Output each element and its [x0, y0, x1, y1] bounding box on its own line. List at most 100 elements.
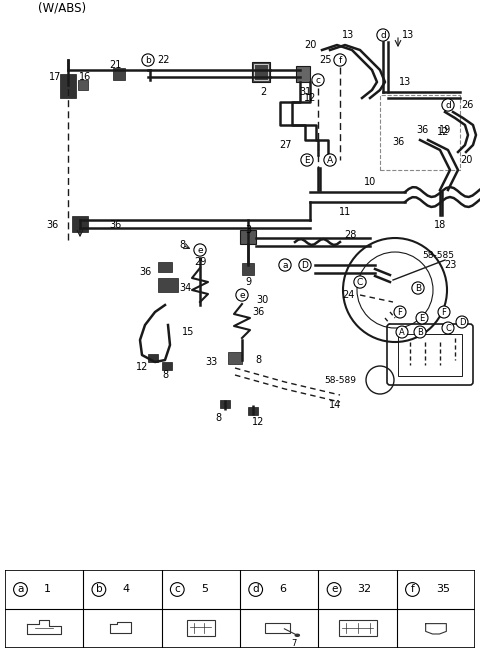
Text: 36: 36	[252, 307, 264, 317]
Bar	[187, 620, 215, 636]
Bar	[78, 80, 88, 90]
Bar	[265, 623, 289, 633]
Text: 36: 36	[392, 137, 404, 147]
Bar	[220, 400, 230, 408]
Text: 19: 19	[439, 125, 451, 135]
Text: b: b	[96, 584, 102, 595]
Text: c: c	[315, 75, 321, 84]
Text: C: C	[445, 324, 451, 333]
Text: 11: 11	[339, 207, 351, 217]
Text: B: B	[417, 328, 423, 337]
Text: c: c	[174, 584, 180, 595]
Text: 13: 13	[342, 30, 354, 40]
Bar	[380, 95, 460, 170]
Bar	[148, 354, 158, 362]
Text: 14: 14	[329, 400, 341, 410]
Text: d: d	[380, 31, 386, 39]
Text: f: f	[338, 56, 342, 64]
Bar	[248, 407, 258, 415]
Text: 3: 3	[245, 225, 251, 235]
Text: 8: 8	[162, 370, 168, 380]
Text: 5: 5	[201, 584, 208, 595]
Text: D: D	[459, 318, 465, 326]
Text: 32: 32	[358, 584, 372, 595]
Text: 15: 15	[182, 327, 194, 337]
Text: 16: 16	[79, 72, 91, 82]
Text: 24: 24	[342, 290, 354, 300]
Text: f: f	[410, 584, 414, 595]
Text: (W/ABS): (W/ABS)	[38, 1, 86, 14]
Text: 13: 13	[402, 30, 414, 40]
Bar	[158, 262, 172, 272]
Text: 58-589: 58-589	[324, 375, 356, 384]
Text: 31: 31	[299, 87, 311, 97]
Bar	[240, 230, 256, 244]
Text: F: F	[442, 307, 446, 316]
Text: 35: 35	[436, 584, 450, 595]
Text: 23: 23	[444, 260, 456, 270]
Text: 1: 1	[44, 584, 51, 595]
Text: 8: 8	[215, 413, 221, 423]
Text: 4: 4	[122, 584, 130, 595]
Text: 30: 30	[256, 295, 268, 305]
Circle shape	[295, 634, 300, 636]
Text: 12: 12	[437, 127, 449, 137]
Text: 12: 12	[252, 417, 264, 427]
Text: 36: 36	[109, 220, 121, 230]
Text: 20: 20	[460, 155, 472, 165]
Text: 29: 29	[194, 257, 206, 267]
Text: 13: 13	[399, 77, 411, 87]
Text: 7: 7	[291, 639, 297, 648]
Text: E: E	[304, 155, 310, 164]
Text: A: A	[327, 155, 333, 164]
Bar	[254, 64, 268, 80]
Text: 21: 21	[109, 60, 121, 70]
Bar	[252, 62, 270, 82]
Bar	[242, 263, 254, 275]
Text: 34: 34	[179, 283, 191, 293]
Text: e: e	[331, 584, 337, 595]
Text: 33: 33	[206, 357, 218, 367]
Text: 20: 20	[304, 40, 316, 50]
Text: d: d	[445, 100, 451, 109]
Text: 6: 6	[279, 584, 286, 595]
Text: 8: 8	[179, 240, 185, 250]
Text: b: b	[145, 56, 151, 64]
Text: 36: 36	[416, 125, 428, 135]
Text: 28: 28	[344, 230, 356, 240]
Text: 58-585: 58-585	[422, 250, 454, 259]
Text: e: e	[239, 291, 245, 299]
Text: 9: 9	[245, 277, 251, 287]
Text: a: a	[282, 261, 288, 269]
Text: e: e	[197, 246, 203, 255]
Text: 17: 17	[49, 72, 61, 82]
Text: 22: 22	[157, 55, 169, 65]
Bar	[296, 66, 310, 82]
Text: 36: 36	[139, 267, 151, 277]
Text: B: B	[415, 284, 421, 293]
Bar	[162, 362, 172, 370]
Text: 25: 25	[319, 55, 331, 65]
Text: d: d	[252, 584, 259, 595]
Text: 8: 8	[255, 355, 261, 365]
Bar	[398, 334, 462, 376]
Text: 12: 12	[136, 362, 148, 372]
Bar	[72, 216, 88, 232]
Text: 36: 36	[46, 220, 58, 230]
Text: E: E	[420, 314, 425, 322]
Bar	[113, 68, 125, 80]
Bar	[228, 352, 242, 364]
Text: 12: 12	[304, 93, 316, 103]
Text: a: a	[17, 584, 24, 595]
Text: F: F	[397, 307, 402, 316]
Bar	[60, 74, 76, 98]
Text: 26: 26	[461, 100, 473, 110]
Text: 10: 10	[364, 177, 376, 187]
Bar	[158, 278, 178, 292]
Text: 18: 18	[434, 220, 446, 230]
Text: 27: 27	[279, 140, 291, 150]
Text: C: C	[357, 278, 363, 286]
Text: A: A	[399, 328, 405, 337]
Text: 2: 2	[260, 87, 266, 97]
Text: D: D	[301, 261, 309, 269]
